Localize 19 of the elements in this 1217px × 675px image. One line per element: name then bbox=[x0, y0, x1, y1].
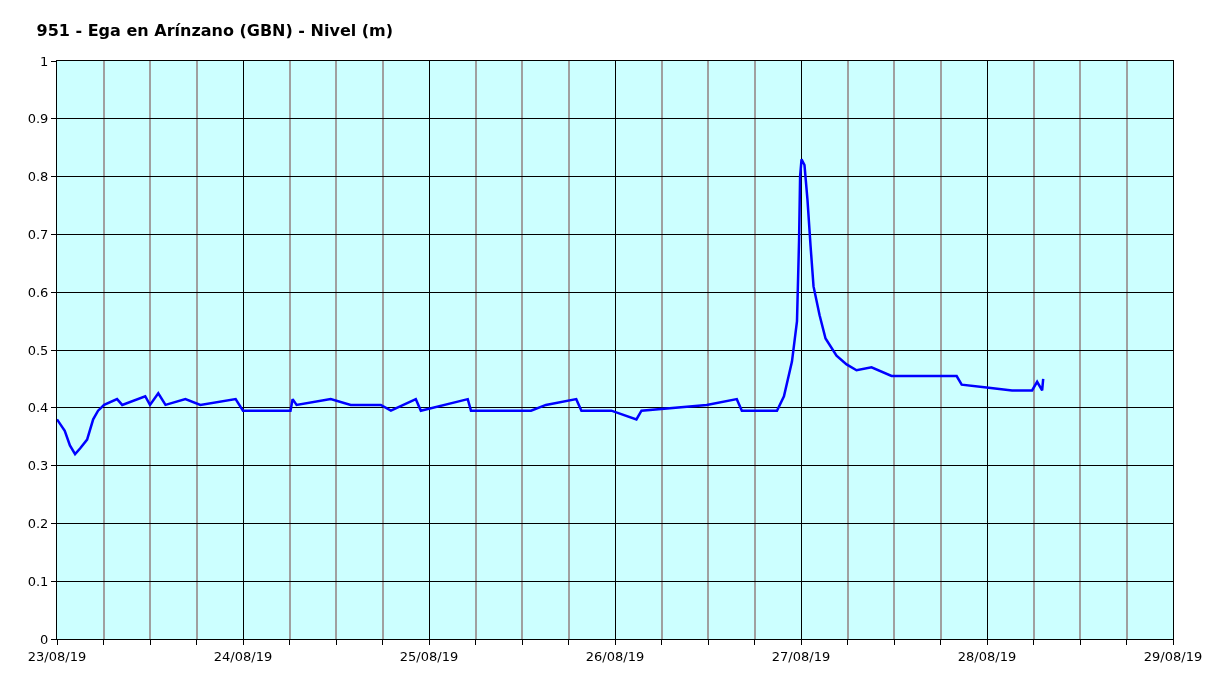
y-tick-label: 0.7 bbox=[27, 226, 49, 242]
x-tick-label: 25/08/19 bbox=[399, 648, 459, 664]
y-tick-label: 0.9 bbox=[27, 111, 49, 127]
y-tick-label: 0.8 bbox=[27, 169, 49, 185]
x-tick-label: 23/08/19 bbox=[27, 648, 87, 664]
x-tick-label: 26/08/19 bbox=[585, 648, 645, 664]
y-tick-label: 0.6 bbox=[27, 284, 49, 300]
y-tick-label: 0.3 bbox=[27, 458, 49, 474]
x-tick-label: 24/08/19 bbox=[213, 648, 273, 664]
y-tick-label: 0.1 bbox=[27, 573, 49, 589]
x-tick-label: 28/08/19 bbox=[957, 648, 1017, 664]
y-tick-label: 0.4 bbox=[27, 400, 49, 416]
chart-title: 951 - Ega en Arínzano (GBN) - Nivel (m) bbox=[36, 20, 394, 40]
y-tick-label: 0.5 bbox=[27, 342, 49, 358]
y-tick-label: 0 bbox=[40, 631, 49, 647]
y-tick-label: 0.2 bbox=[27, 515, 49, 531]
x-tick-label: 27/08/19 bbox=[771, 648, 831, 664]
y-tick-label: 1 bbox=[40, 53, 49, 69]
x-tick-label: 29/08/19 bbox=[1143, 648, 1203, 664]
